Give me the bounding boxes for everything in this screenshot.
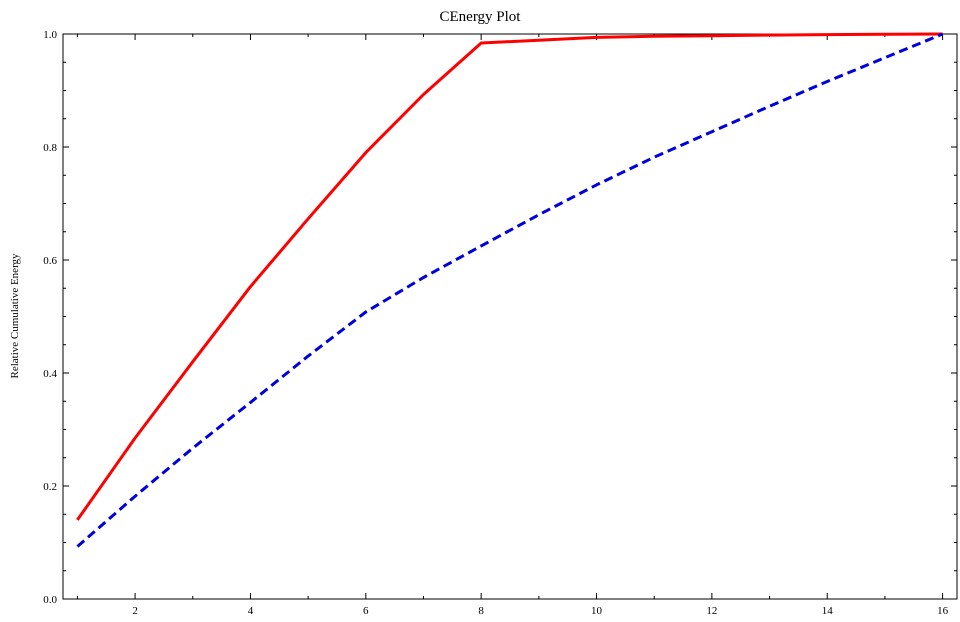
x-tick-label: 14: [822, 605, 834, 617]
axes: 2 4 6 8 10 12 14 16 0.0 0.2 0.4 0.6 0.8 1.0: [43, 29, 958, 617]
y-tick-label: 0.4: [43, 368, 57, 380]
x-tick-label: 10: [591, 605, 603, 617]
y-tick-label: 1.0: [43, 29, 57, 41]
x-tick-label: 2: [132, 605, 138, 617]
x-tick-label: 8: [478, 605, 484, 617]
x-tick-label: 6: [363, 605, 369, 617]
series-layer: [76, 32, 944, 548]
y-tick-label: 0.2: [43, 481, 57, 493]
chart-title: CEnergy Plot: [440, 9, 522, 25]
plot-frame: [62, 33, 958, 600]
y-tick-label: 0.0: [43, 594, 57, 606]
y-tick-label: 0.6: [43, 255, 57, 267]
x-tick-label: 12: [706, 605, 717, 617]
y-axis-label: Relative Cumulative Energy: [9, 253, 21, 379]
y-tick-label: 0.8: [43, 142, 57, 154]
x-tick-label: 4: [248, 605, 254, 617]
series-line-1: [76, 32, 943, 521]
series-line-2: [76, 32, 944, 548]
x-tick-label: 16: [937, 605, 949, 617]
